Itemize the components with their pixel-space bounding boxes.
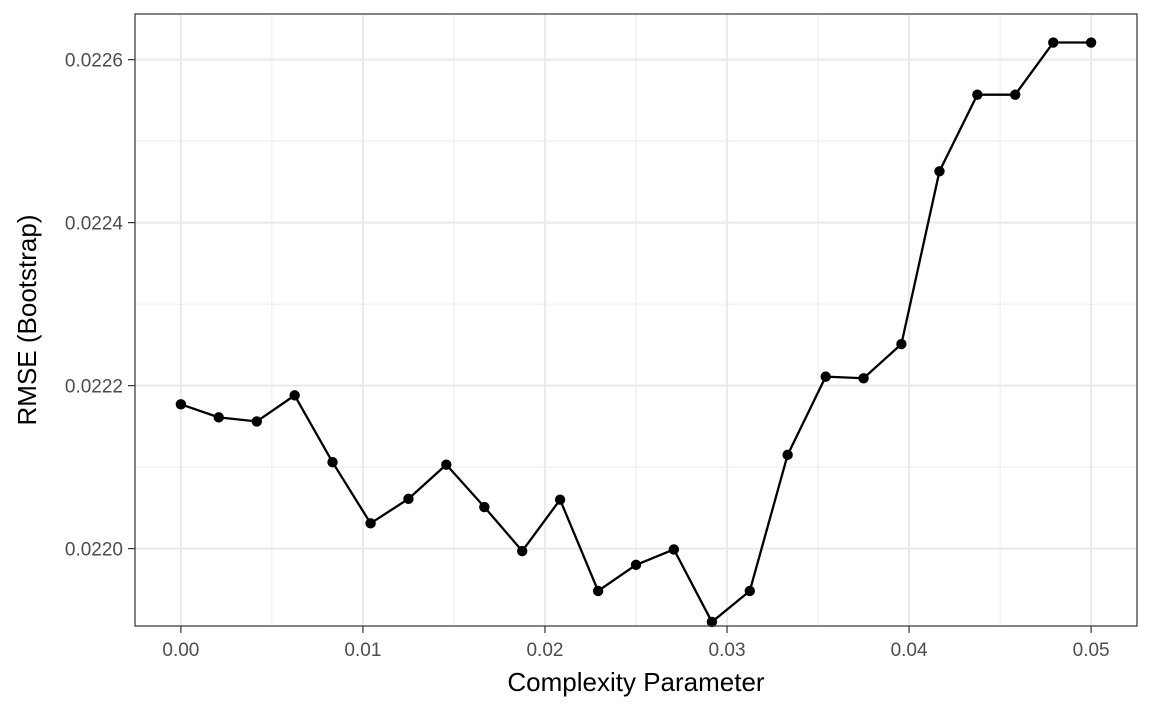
y-tick-label: 0.0224	[65, 214, 124, 235]
x-tick-label: 0.04	[891, 640, 928, 661]
data-point	[365, 518, 376, 529]
y-tick-label: 0.0222	[65, 377, 123, 398]
data-point	[820, 371, 831, 382]
data-point	[668, 544, 680, 555]
data-point	[441, 459, 452, 470]
y-tick-label: 0.0226	[65, 51, 123, 72]
data-point	[630, 559, 642, 571]
data-point	[858, 373, 869, 384]
data-point	[289, 390, 300, 401]
grid-major	[135, 14, 1137, 626]
data-point	[896, 338, 907, 350]
data-point	[1010, 89, 1021, 100]
y-axis-title: RMSE (Bootstrap)	[12, 215, 42, 426]
x-tick-label: 0.02	[526, 640, 563, 661]
x-tick-label: 0.01	[344, 640, 381, 661]
data-point	[1085, 37, 1097, 48]
x-tick-label: 0.03	[709, 640, 746, 661]
data-point	[1048, 37, 1059, 48]
data-point	[327, 457, 338, 468]
data-point	[782, 449, 793, 461]
x-tick-label: 0.00	[162, 640, 199, 661]
x-axis: 0.00 0.01 0.02 0.03 0.04 0.05	[162, 626, 1110, 661]
data-point	[517, 545, 528, 557]
data-point	[403, 493, 414, 505]
y-axis: 0.0220 0.0222 0.0224 0.0226	[65, 51, 135, 561]
x-tick-label: 0.05	[1073, 640, 1110, 661]
data-point	[706, 616, 718, 628]
data-point	[479, 501, 490, 513]
data-point	[934, 166, 945, 177]
panel-border	[134, 13, 1138, 627]
y-tick-label: 0.0220	[65, 540, 123, 561]
data-point	[592, 585, 604, 597]
grid-minor	[135, 14, 1137, 626]
data-point	[251, 416, 262, 427]
data-point	[972, 89, 983, 100]
data-point	[554, 494, 566, 505]
series-layer	[175, 37, 1097, 628]
data-point	[744, 585, 755, 597]
x-axis-title: Complexity Parameter	[507, 667, 765, 697]
data-point	[213, 412, 224, 423]
data-point	[175, 399, 187, 410]
